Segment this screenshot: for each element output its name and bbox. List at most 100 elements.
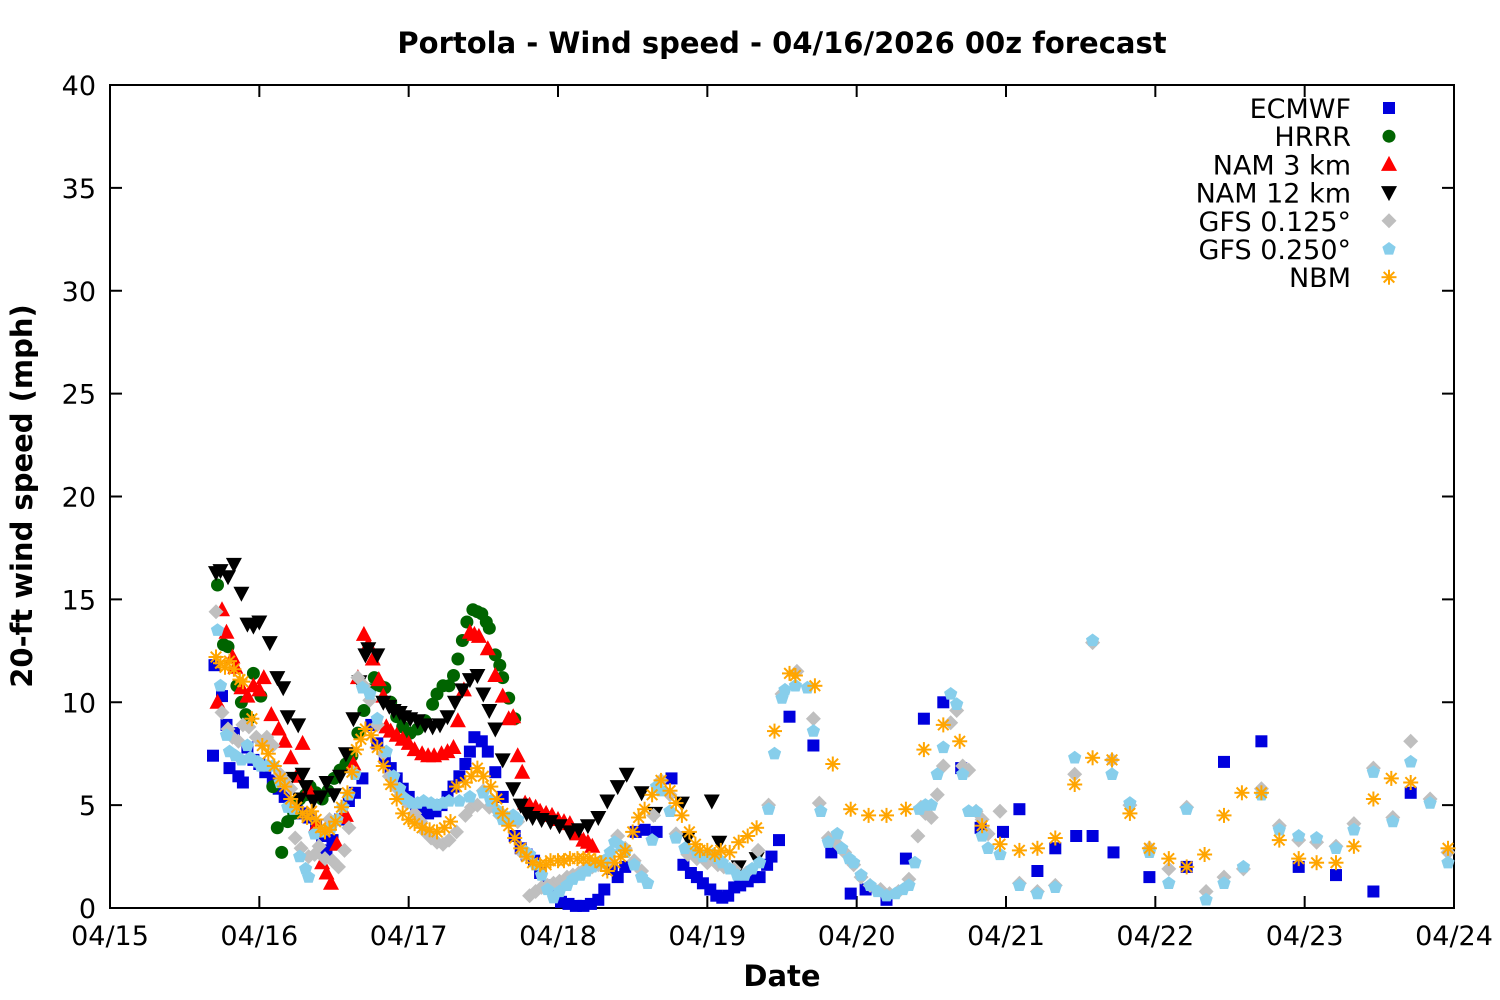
data-point-marker	[625, 824, 641, 840]
data-point-marker	[279, 710, 296, 726]
data-point-marker	[975, 829, 989, 842]
legend-item-nam-3-km: NAM 3 km	[1213, 150, 1397, 181]
data-point-marker	[609, 780, 626, 796]
data-point-marker	[482, 621, 496, 635]
data-point-marker	[807, 678, 823, 694]
data-point-marker	[767, 723, 782, 739]
data-point-marker	[369, 740, 385, 755]
data-point-marker	[603, 845, 617, 859]
x-tick-label: 04/23	[1266, 921, 1344, 952]
legend-marker-icon	[1381, 269, 1397, 285]
data-point-marker	[344, 764, 360, 780]
data-point-marker	[210, 623, 225, 636]
data-point-marker	[207, 749, 219, 762]
data-point-marker	[1403, 733, 1419, 749]
y-tick-label: 30	[62, 277, 96, 308]
data-point-marker	[1141, 840, 1157, 856]
series-gfs-0-250-	[210, 623, 1455, 906]
data-point-marker	[788, 678, 803, 692]
legend-label: HRRR	[1274, 122, 1351, 153]
data-point-marker	[844, 887, 857, 900]
data-point-marker	[1271, 832, 1287, 848]
data-point-marker	[294, 734, 311, 750]
data-point-marker	[239, 687, 256, 703]
data-point-marker	[283, 791, 299, 807]
data-point-marker	[509, 747, 526, 763]
data-point-marker	[1367, 885, 1380, 898]
data-point-marker	[357, 704, 371, 717]
data-point-marker	[534, 868, 549, 881]
data-point-marker	[208, 604, 224, 620]
data-point-marker	[331, 859, 346, 875]
data-point-marker	[383, 777, 399, 792]
data-point-marker	[370, 671, 387, 687]
data-point-marker	[322, 822, 337, 838]
data-point-marker	[930, 767, 944, 780]
data-point-marker	[1309, 855, 1325, 871]
data-point-marker	[481, 704, 498, 719]
data-point-marker	[631, 810, 647, 825]
data-point-marker	[992, 803, 1008, 819]
x-tick-label: 04/17	[370, 921, 448, 952]
data-point-marker	[260, 746, 276, 762]
data-point-marker	[646, 807, 662, 823]
data-point-marker	[1328, 855, 1344, 871]
data-point-marker	[449, 824, 464, 840]
data-point-marker	[1068, 750, 1082, 764]
y-tick-label: 0	[79, 894, 96, 925]
data-point-marker	[611, 871, 624, 884]
data-point-marker	[1161, 861, 1177, 877]
data-point-marker	[584, 837, 601, 853]
data-point-marker	[1403, 775, 1419, 790]
data-point-marker	[369, 648, 386, 664]
data-point-marker	[214, 705, 230, 720]
data-point-marker	[514, 763, 531, 779]
data-point-marker	[345, 712, 362, 728]
data-point-marker	[542, 815, 559, 831]
data-point-marker	[1292, 860, 1305, 873]
data-point-marker	[910, 828, 926, 844]
data-point-marker	[637, 801, 653, 817]
data-point-marker	[1047, 830, 1063, 846]
data-point-marker	[226, 661, 242, 677]
data-point-marker	[681, 824, 697, 840]
data-point-marker	[1197, 847, 1213, 862]
legend-marker-icon	[1382, 129, 1396, 143]
data-point-marker	[449, 712, 466, 728]
data-point-marker	[1404, 786, 1417, 799]
data-point-marker	[311, 838, 327, 854]
data-point-marker	[287, 830, 303, 846]
x-axis-label: Date	[743, 959, 820, 993]
data-point-marker	[318, 776, 335, 791]
data-point-marker	[1217, 876, 1231, 889]
data-point-marker	[487, 722, 504, 738]
data-point-marker	[255, 669, 272, 685]
data-point-marker	[1180, 802, 1194, 815]
data-point-marker	[929, 787, 945, 803]
data-point-marker	[997, 825, 1009, 838]
data-point-marker	[1085, 633, 1100, 647]
data-point-marker	[787, 668, 803, 683]
data-point-marker	[301, 870, 316, 883]
data-point-marker	[225, 557, 242, 573]
data-point-marker	[481, 745, 494, 758]
data-point-marker	[443, 814, 458, 830]
data-point-marker	[806, 724, 821, 737]
data-point-marker	[665, 772, 678, 785]
data-point-marker	[1253, 785, 1269, 801]
data-point-marker	[825, 756, 841, 772]
data-point-marker	[916, 742, 932, 758]
data-point-marker	[943, 715, 959, 731]
data-point-marker	[209, 693, 226, 709]
data-point-marker	[783, 710, 796, 723]
data-point-marker	[360, 642, 377, 658]
x-tick-label: 04/24	[1415, 921, 1493, 952]
series-nbm	[208, 649, 1456, 879]
data-point-marker	[969, 804, 983, 817]
data-point-marker	[1086, 830, 1099, 842]
data-point-marker	[213, 678, 228, 692]
data-point-marker	[598, 883, 611, 896]
data-point-marker	[935, 717, 951, 733]
data-point-marker	[1365, 791, 1381, 807]
